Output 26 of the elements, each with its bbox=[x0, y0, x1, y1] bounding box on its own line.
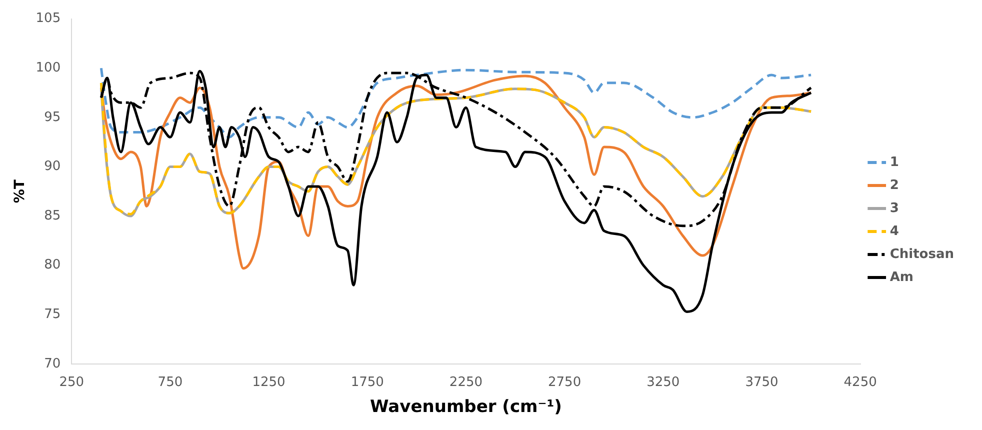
x-tick-label: 250 bbox=[59, 375, 84, 390]
x-tick-label: 1750 bbox=[350, 375, 384, 390]
x-tick-label: 750 bbox=[158, 375, 183, 390]
y-tick-label: 95 bbox=[44, 110, 61, 125]
x-axis-title: Wavenumber (cm⁻¹) bbox=[370, 397, 562, 418]
x-tick-label: 4250 bbox=[844, 375, 877, 390]
x-tick-label: 1250 bbox=[252, 375, 286, 390]
x-tick-label: 2250 bbox=[449, 375, 483, 390]
legend-label: 3 bbox=[890, 200, 899, 216]
y-tick-label: 70 bbox=[44, 356, 61, 372]
y-tick-label: 100 bbox=[36, 60, 61, 76]
y-tick-label: 80 bbox=[44, 258, 61, 273]
x-tick-label: 2750 bbox=[548, 375, 582, 390]
y-tick-label: 105 bbox=[36, 11, 61, 26]
x-tick-label: 3250 bbox=[646, 375, 680, 390]
y-axis-title: %T bbox=[12, 179, 28, 204]
y-tick-label: 85 bbox=[44, 208, 61, 224]
legend-label: 4 bbox=[890, 224, 899, 239]
legend-label: Chitosan bbox=[890, 246, 954, 262]
y-tick-label: 75 bbox=[44, 307, 61, 322]
x-tick-label: 3750 bbox=[745, 375, 778, 390]
line-series bbox=[100, 66, 812, 138]
legend-label: 2 bbox=[890, 178, 899, 193]
y-tick-label: 90 bbox=[44, 159, 61, 174]
legend-label: 1 bbox=[890, 154, 899, 170]
legend-label: Am bbox=[890, 270, 914, 285]
